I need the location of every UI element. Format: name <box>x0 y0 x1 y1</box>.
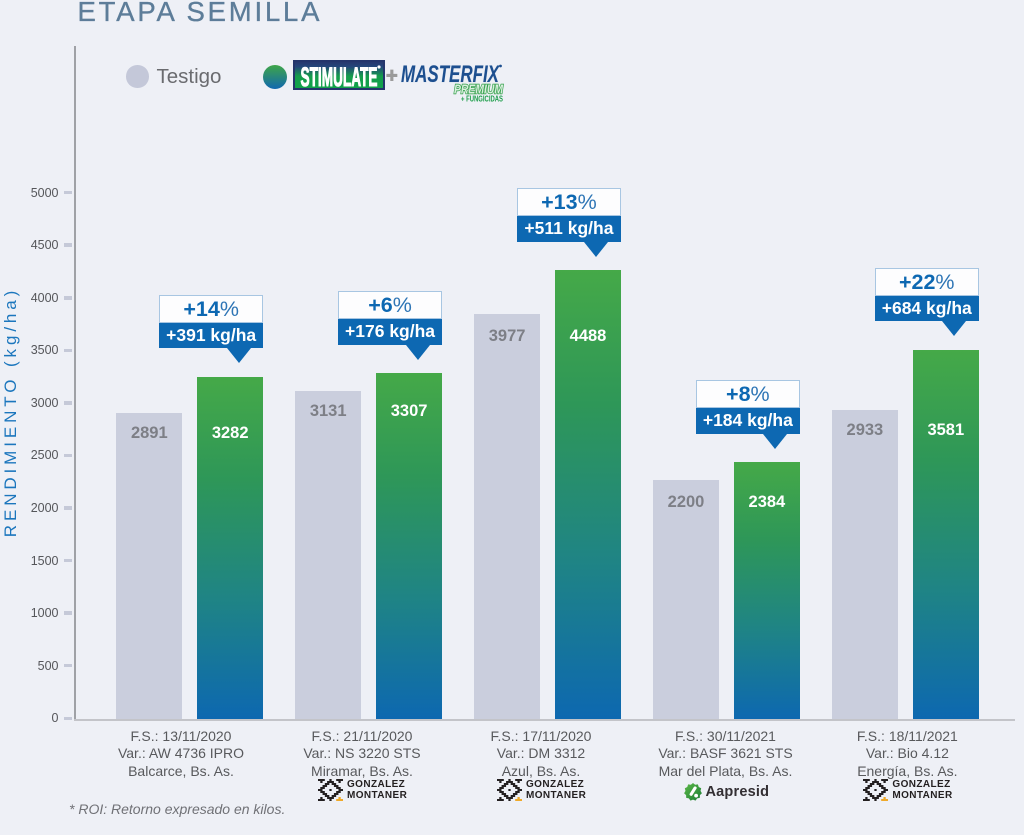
svg-text:PREMIUM: PREMIUM <box>454 82 504 97</box>
svg-text:MASTERFIX: MASTERFIX <box>401 61 500 88</box>
svg-text:+ FUNGICIDAS: + FUNGICIDAS <box>461 95 503 104</box>
svg-text:STIMULATE: STIMULATE <box>300 62 377 89</box>
